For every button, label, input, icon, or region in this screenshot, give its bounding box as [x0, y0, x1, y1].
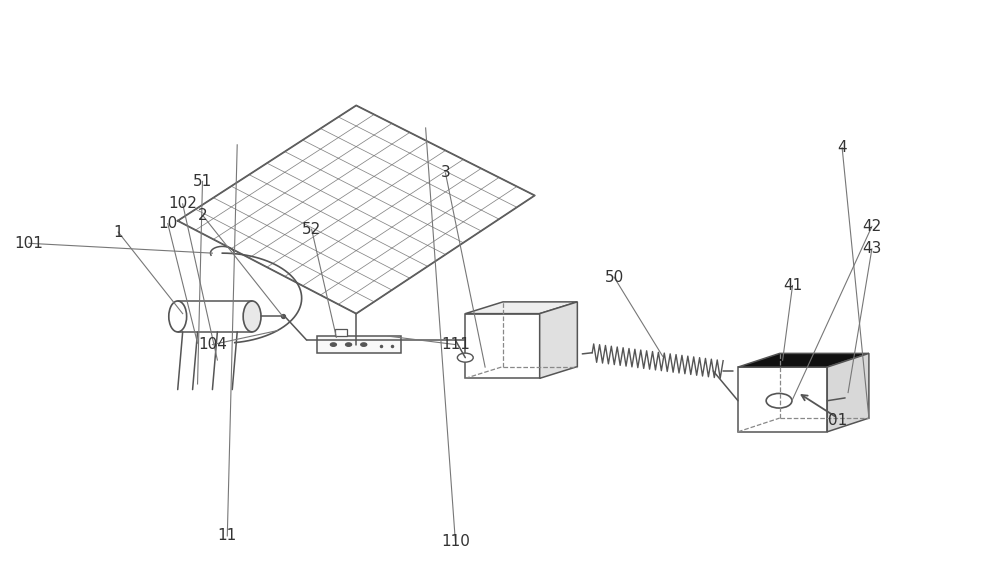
Text: 111: 111 [441, 337, 470, 352]
Text: 3: 3 [441, 166, 450, 180]
Text: 52: 52 [302, 222, 321, 237]
Bar [317, 336, 401, 353]
Text: 2: 2 [198, 208, 207, 223]
Polygon shape [738, 367, 827, 432]
Polygon shape [827, 353, 869, 432]
Ellipse shape [169, 301, 187, 332]
Ellipse shape [243, 301, 261, 332]
Circle shape [457, 353, 473, 362]
Circle shape [766, 393, 792, 408]
Text: 10: 10 [158, 216, 177, 231]
Text: 51: 51 [193, 174, 212, 189]
Circle shape [346, 343, 352, 346]
Text: 4: 4 [837, 140, 847, 155]
Text: 102: 102 [168, 196, 197, 211]
Polygon shape [465, 313, 540, 379]
Text: 42: 42 [862, 219, 882, 234]
Text: 50: 50 [604, 270, 624, 284]
Circle shape [361, 343, 367, 346]
Text: 110: 110 [441, 534, 470, 549]
Text: 43: 43 [862, 242, 882, 256]
Polygon shape [738, 353, 869, 367]
Circle shape [330, 343, 336, 346]
Text: 41: 41 [783, 278, 802, 293]
Polygon shape [465, 302, 577, 313]
Polygon shape [540, 302, 577, 379]
Text: 01: 01 [828, 413, 847, 428]
Bar [335, 329, 347, 336]
Text: 1: 1 [113, 224, 123, 240]
Text: 11: 11 [218, 528, 237, 544]
Text: 101: 101 [15, 236, 43, 251]
Text: 104: 104 [198, 337, 227, 352]
